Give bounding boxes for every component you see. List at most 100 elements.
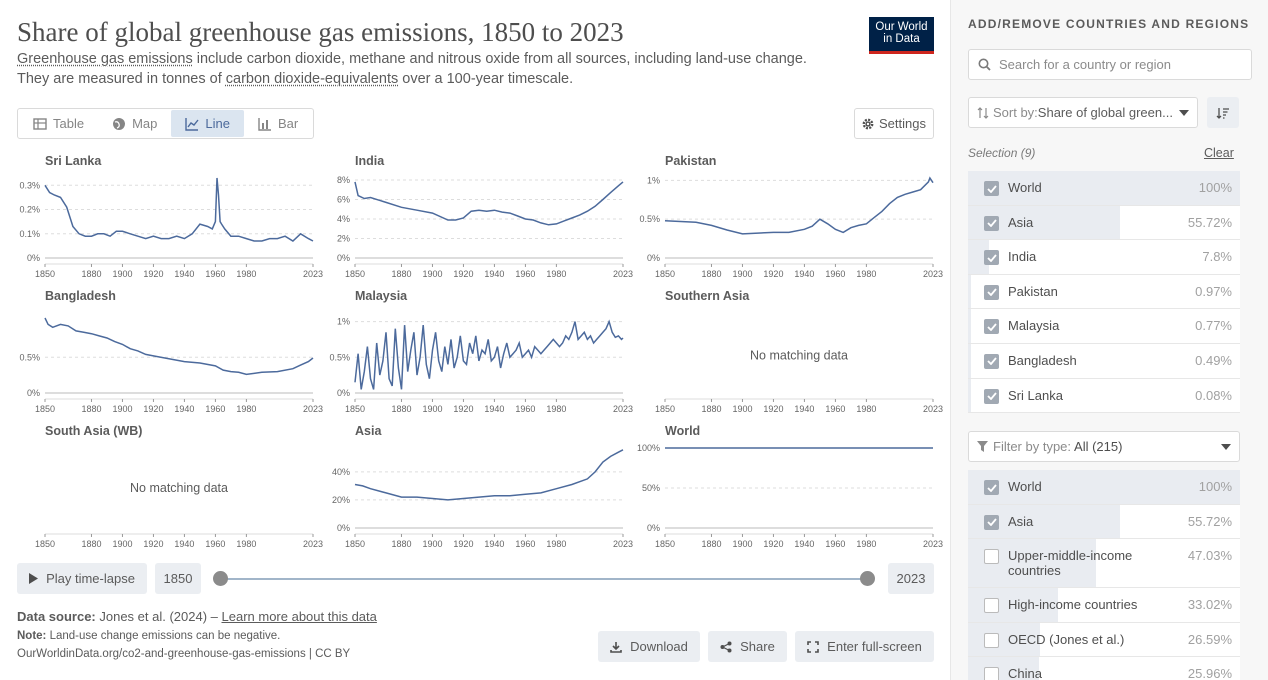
y-tick-label: 8% [337, 175, 350, 185]
learn-more-link[interactable]: Learn more about this data [221, 609, 377, 624]
subtitle-text-2b: over a 100-year timescale. [398, 71, 574, 87]
filter-dropdown[interactable]: Filter by type: All (215) [968, 431, 1240, 462]
play-timelapse-button[interactable]: Play time-lapse [17, 563, 147, 594]
check-icon [986, 254, 997, 262]
x-tick-label: 1920 [763, 404, 783, 414]
entity-checkbox[interactable] [984, 353, 999, 369]
x-tick-label: 1980 [546, 539, 566, 549]
y-tick-label: 0% [337, 523, 350, 533]
share-label: Share [740, 639, 775, 654]
entity-row[interactable]: Pakistan 0.97% [968, 274, 1240, 310]
chevron-down-icon [1221, 443, 1231, 450]
settings-button[interactable]: Settings [854, 108, 934, 139]
tab-table-label: Table [53, 116, 85, 131]
entity-value: 0.97% [1195, 283, 1232, 299]
x-tick-label: 1850 [35, 404, 55, 414]
entity-row[interactable]: High-income countries 33.02% [968, 588, 1240, 623]
entity-checkbox[interactable] [984, 215, 999, 231]
timeline-end-handle[interactable] [860, 571, 875, 586]
tab-table[interactable]: Table [19, 110, 98, 137]
co2eq-link[interactable]: carbon dioxide-equivalents [225, 71, 399, 87]
entity-row[interactable]: Malaysia 0.77% [968, 309, 1240, 344]
y-tick-label: 20% [332, 495, 350, 505]
entity-row[interactable]: World 100% [968, 470, 1240, 505]
sort-direction-button[interactable] [1207, 97, 1239, 128]
tab-bar[interactable]: Bar [244, 110, 312, 137]
entity-checkbox[interactable] [984, 250, 999, 266]
x-tick-label: 1900 [112, 404, 132, 414]
entity-checkbox[interactable] [984, 549, 999, 565]
entity-value: 26.59% [1187, 631, 1232, 647]
sort-dropdown[interactable]: Sort by: Share of global green... [968, 97, 1198, 128]
sort-descending-icon [1216, 107, 1229, 119]
panel-asia: Asia 1850 1880 1900 1920 1940 1960 1980 2023 0% 20… [332, 424, 633, 549]
entity-checkbox[interactable] [984, 632, 999, 648]
x-tick-label: 1940 [174, 539, 194, 549]
entity-row[interactable]: Sri Lanka 0.08% [968, 378, 1240, 414]
source-url[interactable]: OurWorldinData.org/co2-and-greenhouse-ga… [17, 648, 351, 660]
fullscreen-button[interactable]: Enter full-screen [795, 631, 934, 662]
download-label: Download [630, 639, 688, 654]
sort-label: Sort by: [993, 105, 1038, 120]
logo-line-1: Our World [875, 21, 928, 33]
entity-value: 55.72% [1187, 513, 1232, 529]
owid-logo[interactable]: Our World in Data [869, 17, 934, 54]
x-tick-label: 2023 [923, 404, 943, 414]
x-tick-label: 1880 [701, 539, 721, 549]
x-tick-label: 1880 [81, 539, 101, 549]
panel-title: Southern Asia [665, 289, 750, 303]
entity-row[interactable]: Upper-middle-income countries 47.03% [968, 539, 1240, 589]
entity-checkbox[interactable] [984, 388, 999, 404]
entity-value: 0.77% [1195, 318, 1232, 334]
entity-checkbox[interactable] [984, 514, 999, 530]
timeline-start-year: 1850 [155, 563, 201, 594]
entity-selector-sidebar: ADD/REMOVE COUNTRIES AND REGIONS Search … [950, 0, 1268, 680]
x-tick-label: 2023 [303, 269, 323, 279]
timeline-start-handle[interactable] [213, 571, 228, 586]
y-tick-label: 100% [637, 443, 660, 453]
x-tick-label: 1980 [546, 404, 566, 414]
tab-line[interactable]: Line [171, 110, 244, 137]
entity-value: 0.08% [1195, 387, 1232, 403]
y-tick-label: 0.2% [19, 205, 40, 215]
entity-name: Asia [1008, 513, 1034, 529]
download-button[interactable]: Download [598, 631, 700, 662]
panel-world: World 1850 1880 1900 1920 1940 1960 1980 2023 0% 5… [637, 424, 943, 549]
page-title: Share of global greenhouse gas emissions… [17, 17, 624, 47]
filter-icon [977, 441, 988, 452]
x-tick-label: 1940 [794, 539, 814, 549]
panel-title: South Asia (WB) [45, 424, 142, 438]
entity-checkbox[interactable] [984, 181, 999, 196]
subtitle-text-1: include carbon dioxide, methane and nitr… [192, 51, 807, 67]
clear-selection-button[interactable]: Clear [1204, 146, 1234, 160]
entity-row[interactable]: Bangladesh 0.49% [968, 343, 1240, 379]
share-button[interactable]: Share [708, 631, 787, 662]
entity-row[interactable]: Asia 55.72% [968, 205, 1240, 241]
timeline-track[interactable] [221, 578, 868, 580]
entity-checkbox[interactable] [984, 598, 999, 614]
entity-row[interactable]: Asia 55.72% [968, 504, 1240, 540]
entity-row[interactable]: India 7.8% [968, 240, 1240, 275]
tab-map[interactable]: Map [98, 110, 171, 137]
x-tick-label: 1920 [453, 404, 473, 414]
y-tick-label: 1% [337, 317, 350, 327]
entity-checkbox[interactable] [984, 667, 999, 680]
x-tick-label: 1980 [546, 269, 566, 279]
entity-row[interactable]: OECD (Jones et al.) 26.59% [968, 622, 1240, 658]
x-tick-label: 2023 [303, 404, 323, 414]
ghg-link[interactable]: Greenhouse gas emissions [17, 51, 193, 67]
entity-row[interactable]: China 25.96% [968, 657, 1240, 680]
expand-icon [807, 640, 819, 653]
entity-checkbox[interactable] [984, 319, 999, 335]
entity-row[interactable]: World 100% [968, 171, 1240, 206]
y-tick-label: 6% [337, 194, 350, 204]
panel-title: Bangladesh [45, 289, 116, 303]
entity-checkbox[interactable] [984, 480, 999, 495]
entity-checkbox[interactable] [984, 284, 999, 300]
search-input[interactable]: Search for a country or region [968, 49, 1252, 80]
x-tick-label: 1940 [484, 539, 504, 549]
sidebar-title: ADD/REMOVE COUNTRIES AND REGIONS [968, 17, 1250, 31]
play-label: Play time-lapse [46, 571, 135, 586]
x-tick-label: 1920 [143, 404, 163, 414]
x-tick-label: 1980 [856, 539, 876, 549]
